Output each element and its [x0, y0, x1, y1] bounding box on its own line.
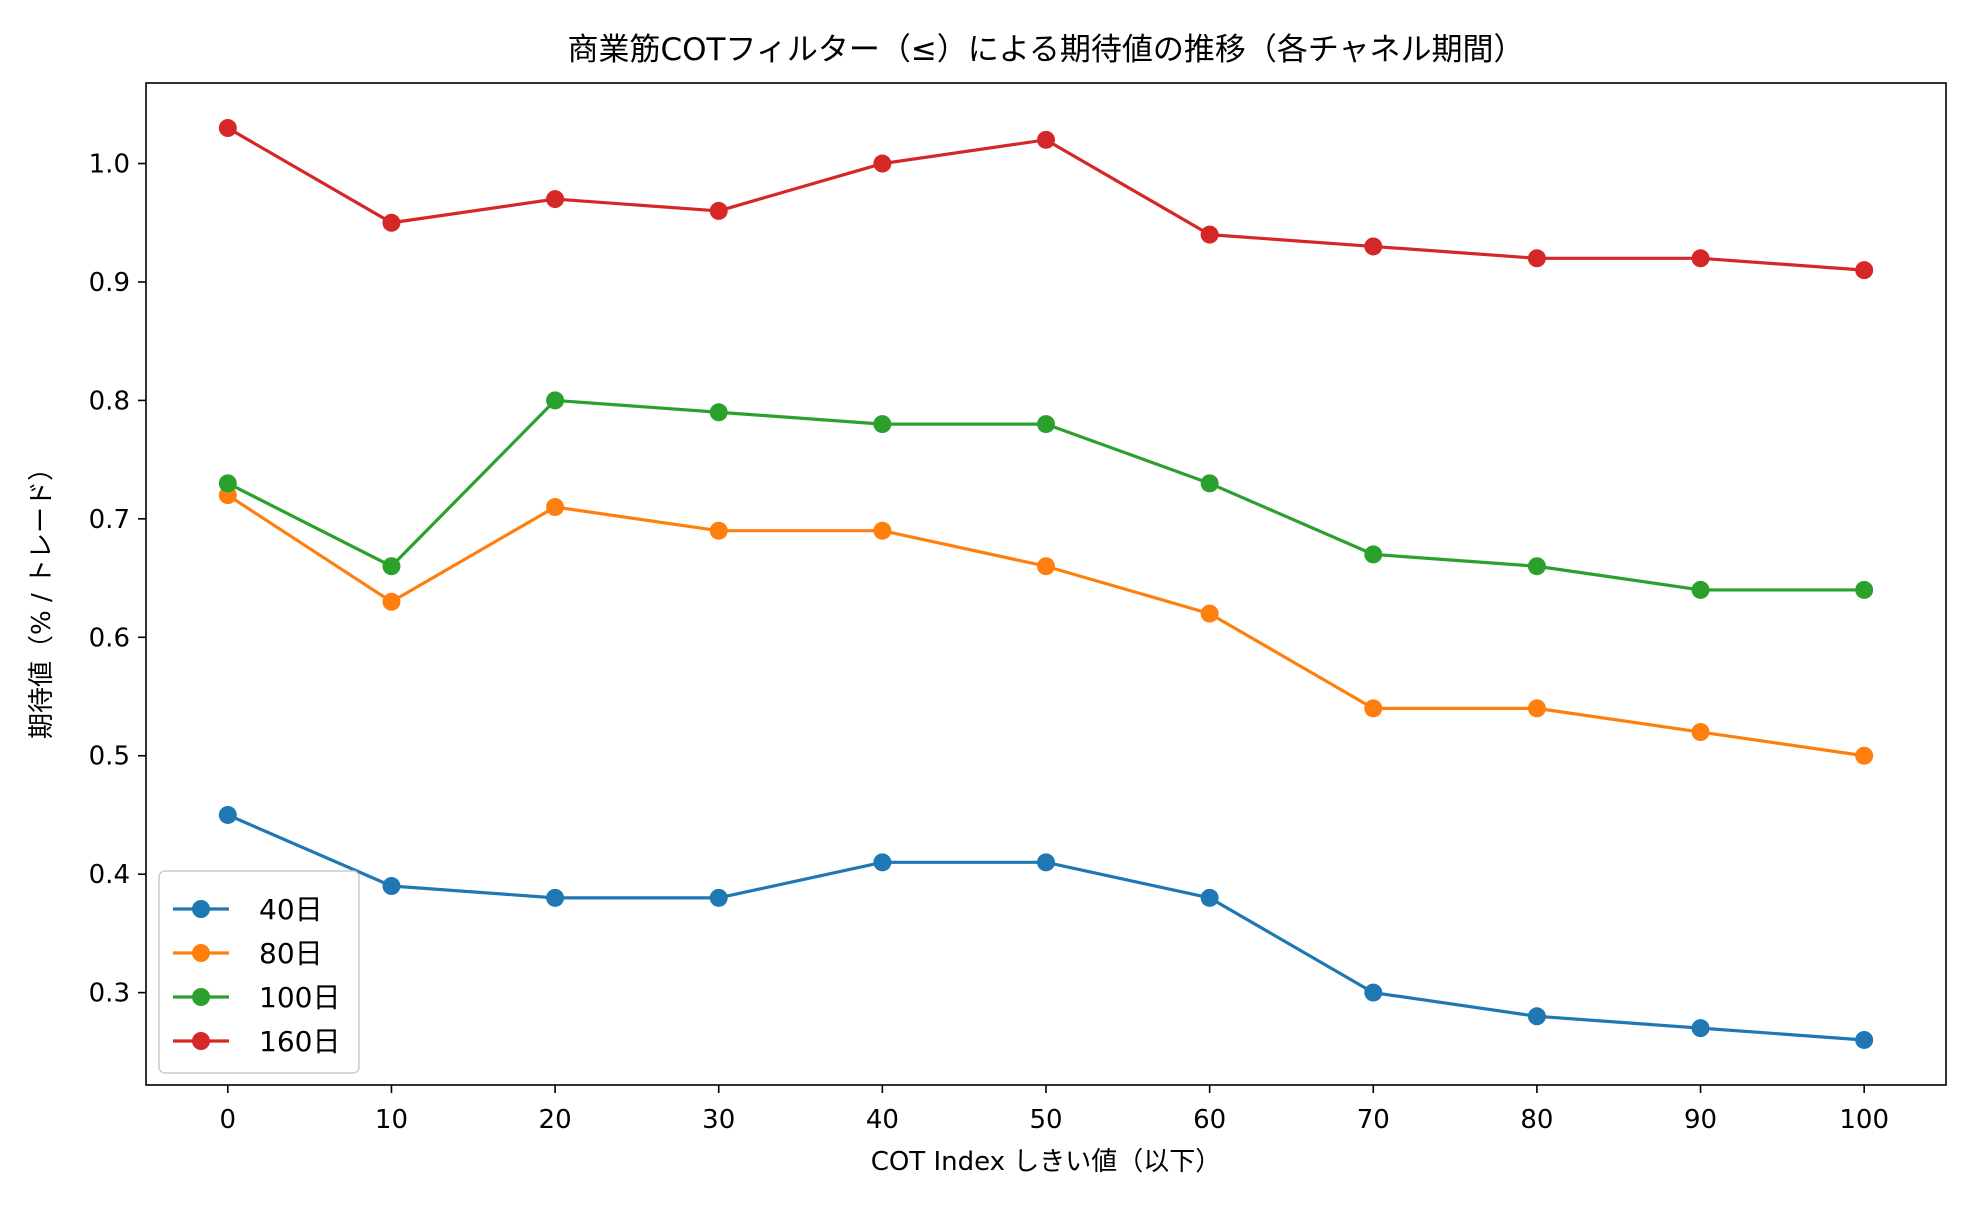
- x-tick-label: 20: [539, 1105, 572, 1135]
- data-point-2-9: [1691, 580, 1710, 599]
- data-point-1-3: [709, 521, 728, 540]
- data-point-2-10: [1855, 580, 1874, 599]
- data-point-1-9: [1691, 723, 1710, 742]
- chart-title: 商業筋COTフィルター（≤）による期待値の推移（各チャネル期間）: [567, 32, 1524, 68]
- legend-entry-2: 100日: [173, 981, 340, 1014]
- legend-swatch-marker: [192, 900, 210, 918]
- data-point-2-7: [1364, 545, 1383, 564]
- data-point-3-5: [1037, 130, 1055, 149]
- legend-entry-1: 80日: [173, 937, 323, 970]
- legend: 40日 80日 100日 160日: [158, 870, 360, 1074]
- data-point-3-10: [1855, 261, 1874, 280]
- data-point-1-5: [1037, 557, 1055, 576]
- x-axis-title: COT Index しきい値（以下）: [871, 1147, 1222, 1177]
- data-point-3-1: [382, 213, 401, 232]
- data-point-0-3: [709, 888, 728, 907]
- data-point-2-4: [873, 415, 892, 434]
- data-point-1-10: [1855, 746, 1874, 765]
- series-1: [218, 486, 1874, 765]
- data-point-3-6: [1200, 225, 1219, 244]
- data-point-0-5: [1037, 853, 1055, 872]
- legend-frame: [158, 870, 360, 1074]
- y-tick-label: 0.7: [89, 505, 130, 535]
- x-tick-label: 60: [1193, 1105, 1226, 1135]
- data-point-2-6: [1200, 474, 1219, 493]
- data-point-0-6: [1200, 888, 1219, 907]
- data-point-0-2: [546, 888, 565, 907]
- y-tick-label: 0.4: [89, 860, 130, 890]
- data-point-3-4: [873, 154, 892, 173]
- data-point-2-0: [218, 474, 237, 493]
- x-tick-label: 10: [375, 1105, 408, 1135]
- data-point-0-4: [873, 853, 892, 872]
- legend-label: 40日: [259, 893, 323, 926]
- axes: 0 10 20 30 40 50 60 70 80 90 100 0.3 0.4 0.5 0.6 0.7 0.8…: [89, 82, 1947, 1135]
- x-tick-label: 100: [1839, 1105, 1889, 1135]
- data-point-3-9: [1691, 249, 1710, 268]
- data-point-3-8: [1527, 249, 1546, 268]
- data-point-0-8: [1527, 1007, 1546, 1026]
- legend-swatch-marker: [192, 944, 210, 962]
- plot-area: [218, 119, 1874, 1049]
- data-point-1-1: [382, 592, 401, 611]
- data-point-2-8: [1527, 557, 1546, 576]
- legend-label: 100日: [259, 981, 340, 1014]
- data-point-2-1: [382, 557, 401, 576]
- legend-label: 80日: [259, 937, 323, 970]
- y-tick-label: 0.5: [89, 742, 130, 772]
- data-point-1-6: [1200, 604, 1219, 623]
- data-point-0-7: [1364, 983, 1383, 1002]
- legend-swatch-marker: [192, 1032, 210, 1050]
- x-tick-label: 70: [1357, 1105, 1390, 1135]
- data-point-1-7: [1364, 699, 1383, 718]
- data-point-0-0: [218, 805, 237, 824]
- series-0: [218, 805, 1874, 1049]
- data-point-2-5: [1037, 415, 1055, 434]
- y-tick-label: 0.6: [89, 623, 130, 653]
- x-tick-label: 30: [702, 1105, 735, 1135]
- legend-entry-0: 40日: [173, 893, 323, 926]
- series-3: [218, 119, 1874, 280]
- data-point-3-2: [546, 190, 565, 209]
- y-axis-title: 期待値（% / トレード）: [27, 455, 57, 739]
- legend-entry-3: 160日: [173, 1025, 340, 1058]
- data-point-2-2: [546, 391, 565, 410]
- y-tick-label: 0.8: [89, 386, 130, 416]
- x-tick-label: 50: [1029, 1105, 1062, 1135]
- data-point-2-3: [709, 403, 728, 422]
- x-tick-label: 40: [866, 1105, 899, 1135]
- y-tick-label: 1.0: [89, 150, 130, 180]
- data-point-1-2: [546, 498, 565, 517]
- legend-swatch-marker: [192, 988, 210, 1006]
- legend-label: 160日: [259, 1025, 340, 1058]
- y-tick-label: 0.3: [89, 979, 130, 1009]
- series-2: [218, 391, 1874, 599]
- data-point-3-7: [1364, 237, 1383, 256]
- data-point-0-10: [1855, 1030, 1874, 1049]
- data-point-3-3: [709, 201, 728, 220]
- data-point-0-1: [382, 877, 401, 896]
- x-tick-label: 0: [220, 1105, 237, 1135]
- x-tick-label: 80: [1520, 1105, 1553, 1135]
- data-point-1-4: [873, 521, 892, 540]
- data-point-0-9: [1691, 1019, 1710, 1038]
- data-point-1-8: [1527, 699, 1546, 718]
- x-tick-label: 90: [1684, 1105, 1717, 1135]
- data-point-3-0: [218, 119, 237, 138]
- y-tick-label: 0.9: [89, 268, 130, 298]
